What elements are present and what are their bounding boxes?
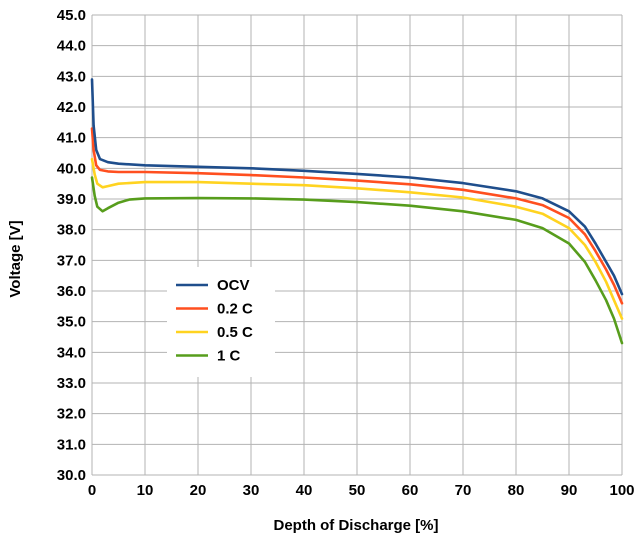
y-tick-label: 32.0 xyxy=(57,406,86,423)
x-tick-label: 10 xyxy=(137,482,154,499)
x-tick-label: 80 xyxy=(508,482,525,499)
legend-label: OCV xyxy=(217,277,250,294)
x-tick-label: 30 xyxy=(243,482,260,499)
tick-labels: 0 10 20 30 40 50 60 70 80 90 100 30.0 31.0 32.0 33.0 34… xyxy=(57,7,635,499)
x-tick-label: 0 xyxy=(88,482,96,499)
series-line-0-5-c xyxy=(90,157,624,320)
series-line-0-2-c xyxy=(90,127,624,305)
legend-label: 0.5 C xyxy=(217,324,253,341)
y-axis-title: Voltage [V] xyxy=(7,220,24,297)
x-axis-title: Depth of Discharge [%] xyxy=(273,517,438,534)
y-tick-label: 44.0 xyxy=(57,38,86,55)
y-tick-label: 45.0 xyxy=(57,7,86,24)
y-tick-label: 38.0 xyxy=(57,222,86,239)
y-tick-label: 35.0 xyxy=(57,314,86,331)
y-tick-label: 34.0 xyxy=(57,344,86,361)
series-line-1-c xyxy=(90,176,624,345)
y-tick-label: 41.0 xyxy=(57,130,86,147)
x-tick-label: 100 xyxy=(609,482,634,499)
x-tick-label: 40 xyxy=(296,482,313,499)
y-tick-label: 43.0 xyxy=(57,68,86,85)
legend-label: 0.2 C xyxy=(217,301,253,318)
legend-label: 1 C xyxy=(217,348,241,365)
y-tick-label: 37.0 xyxy=(57,252,86,269)
legend: OCV 0.2 C 0.5 C 1 C xyxy=(167,267,275,377)
series-layer xyxy=(90,78,624,345)
y-tick-label: 33.0 xyxy=(57,375,86,392)
y-tick-label: 36.0 xyxy=(57,283,86,300)
series-line-ocv xyxy=(90,78,624,296)
y-tick-label: 40.0 xyxy=(57,160,86,177)
x-tick-label: 50 xyxy=(349,482,366,499)
x-tick-label: 20 xyxy=(190,482,207,499)
y-tick-label: 30.0 xyxy=(57,467,86,484)
y-tick-label: 42.0 xyxy=(57,99,86,116)
x-tick-label: 60 xyxy=(402,482,419,499)
grid xyxy=(91,14,623,476)
y-tick-label: 39.0 xyxy=(57,191,86,208)
x-tick-label: 90 xyxy=(561,482,578,499)
y-tick-label: 31.0 xyxy=(57,436,86,453)
x-tick-label: 70 xyxy=(455,482,472,499)
